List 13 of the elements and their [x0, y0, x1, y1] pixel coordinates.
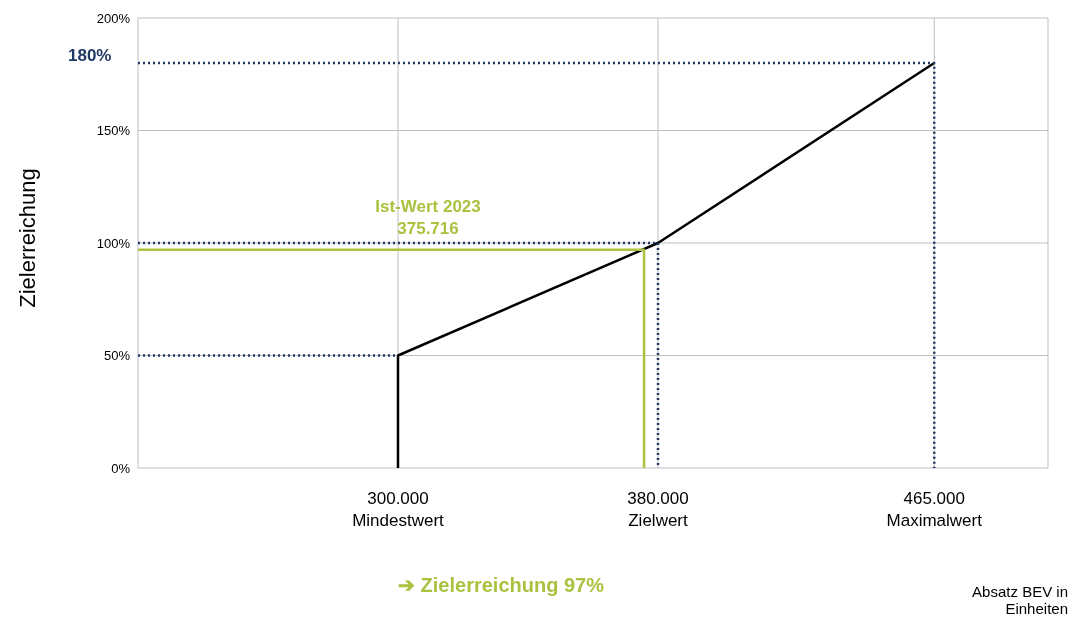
x-tick-label: 300.000 Mindestwert	[352, 489, 445, 530]
y-tick-label: 100%	[96, 235, 131, 251]
y-tick-label: 50%	[103, 348, 131, 364]
text: ➔ Zielerreichung 97%	[398, 573, 604, 597]
y-tick-label: 150%	[96, 123, 131, 139]
x-tick-label: 380.000 Zielwert	[627, 489, 689, 530]
annotation: 180%	[68, 46, 112, 65]
y-tick-label: 200%	[96, 10, 131, 26]
y-axis-title: Zielerreichung	[15, 168, 41, 308]
y-tick-label: 0%	[111, 460, 131, 476]
x-axis-title: Absatz BEV in Einheiten	[971, 583, 1068, 617]
x-tick-label: 465.000 Maximalwert	[886, 489, 983, 530]
annotation: Ist-Wert 2023 375.716	[374, 196, 482, 240]
